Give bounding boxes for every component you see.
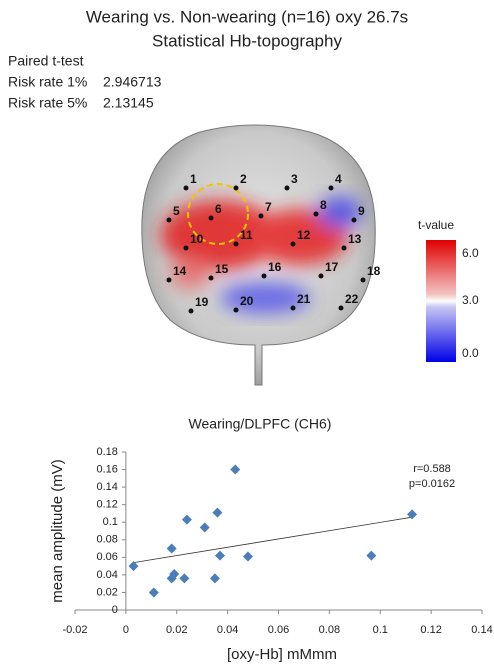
channel-label: 6: [215, 202, 222, 216]
x-axis-label: [oxy-Hb] mMmm: [227, 646, 337, 663]
trend-line: [133, 516, 413, 563]
annotation: p=0.0162: [409, 478, 455, 490]
y-tick-label: 0.16: [96, 463, 117, 475]
channel-label: 16: [268, 260, 282, 274]
y-tick-label: 0.12: [96, 499, 117, 511]
channel-dot: [258, 213, 264, 219]
channel-dot: [208, 275, 214, 281]
channel-dot: [284, 185, 290, 191]
point: [209, 573, 220, 584]
channel-dot: [208, 215, 214, 221]
subtitle: Statistical Hb-topography: [152, 31, 342, 50]
channel-label: 8: [320, 198, 327, 212]
channel-dot: [233, 185, 239, 191]
channel-dot: [360, 277, 366, 283]
channel-dot: [233, 241, 239, 247]
x-tick-label: 0.08: [319, 624, 340, 636]
channel-dot: [261, 273, 267, 279]
y-tick-label: 0.02: [96, 586, 117, 598]
point: [212, 507, 223, 518]
point: [179, 573, 190, 584]
y-tick-label: 0.06: [96, 551, 117, 563]
channel-dot: [166, 277, 172, 283]
channel-label: 9: [358, 204, 365, 218]
channel-label: 15: [215, 262, 229, 276]
point: [166, 543, 177, 554]
y-tick-label: 0: [112, 604, 118, 616]
risk-label: Risk rate 1%: [8, 74, 87, 90]
channel-dot: [233, 307, 239, 313]
x-tick-label: 0.1: [373, 624, 388, 636]
chart-title: Wearing/DLPFC (CH6): [189, 416, 332, 432]
channel-label: 3: [291, 172, 298, 186]
channel-label: 18: [367, 264, 381, 278]
channel-label: 12: [297, 228, 311, 242]
point: [148, 587, 159, 598]
y-tick-label: 0.14: [96, 481, 117, 493]
x-tick-label: 0.06: [268, 624, 289, 636]
colorbar: [426, 240, 456, 362]
y-tick-label: 0.18: [96, 446, 117, 458]
x-tick-label: 0: [123, 624, 129, 636]
y-tick-label: 0.1: [103, 516, 118, 528]
channel-dot: [318, 273, 324, 279]
channel-dot: [351, 217, 357, 223]
point: [366, 550, 377, 561]
colorbar-tick-label: 3.0: [462, 293, 479, 307]
y-tick-label: 0.08: [96, 534, 117, 546]
channel-dot: [290, 305, 296, 311]
channel-dot: [166, 217, 172, 223]
channel-dot: [328, 185, 334, 191]
point: [169, 569, 180, 580]
colorbar-tick-label: 6.0: [462, 246, 479, 260]
channel-label: 2: [240, 172, 247, 186]
point: [128, 561, 139, 572]
channel-label: 14: [173, 264, 187, 278]
channel-dot: [188, 308, 194, 314]
point: [407, 509, 418, 520]
channel-label: 5: [173, 204, 180, 218]
channel-label: 19: [195, 295, 209, 309]
colorbar-title: t-value: [418, 218, 454, 232]
risk-value: 2.946713: [103, 74, 162, 90]
y-axis-label: mean amplitude (mV): [49, 459, 66, 602]
y-tick-label: 0.04: [96, 569, 117, 581]
x-tick-label: 0.04: [217, 624, 238, 636]
channel-label: 17: [325, 260, 339, 274]
channel-label: 4: [335, 172, 342, 186]
colorbar-tick-label: 0.0: [462, 346, 479, 360]
channel-dot: [341, 245, 347, 251]
title: Wearing vs. Non-wearing (n=16) oxy 26.7s: [86, 7, 408, 26]
channel-label: 20: [240, 294, 254, 308]
channel-dot: [183, 245, 189, 251]
point: [181, 514, 192, 525]
x-tick-label: -0.02: [62, 624, 87, 636]
test-name: Paired t-test: [8, 53, 84, 69]
x-tick-label: 0.12: [420, 624, 441, 636]
channel-dot: [338, 305, 344, 311]
point: [214, 550, 225, 561]
channel-label: 1: [190, 172, 197, 186]
channel-dot: [313, 211, 319, 217]
channel-dot: [183, 185, 189, 191]
point: [230, 464, 241, 475]
channel-dot: [290, 241, 296, 247]
channel-label: 7: [265, 200, 272, 214]
risk-label: Risk rate 5%: [8, 95, 87, 111]
channel-label: 10: [190, 232, 204, 246]
channel-label: 22: [345, 292, 359, 306]
point: [242, 551, 253, 562]
x-tick-label: 0.14: [471, 624, 492, 636]
point: [199, 522, 210, 533]
x-tick-label: 0.02: [166, 624, 187, 636]
channel-label: 21: [297, 292, 311, 306]
channel-label: 13: [348, 232, 362, 246]
risk-value: 2.13145: [103, 95, 154, 111]
brain: [141, 124, 376, 386]
channel-label: 11: [240, 228, 253, 242]
annotation: r=0.588: [413, 463, 451, 475]
